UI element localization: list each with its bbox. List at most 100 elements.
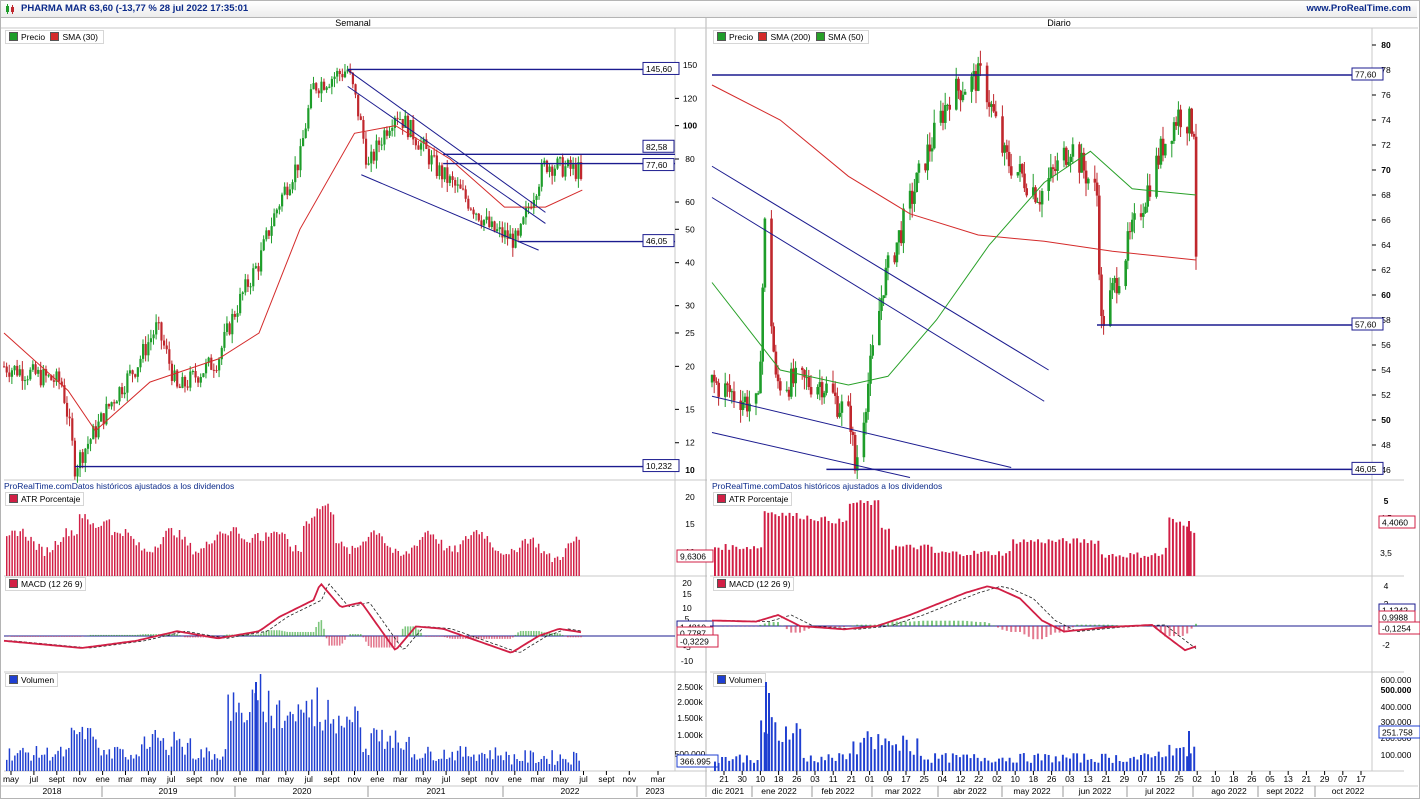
volume-bar	[11, 760, 13, 771]
daily-candle	[1032, 187, 1035, 196]
weekly-volume-legend[interactable]: Volumen	[5, 673, 59, 687]
weekly-candle	[396, 117, 399, 120]
atr-bar	[1193, 532, 1196, 576]
macd-hist-bar	[294, 631, 296, 636]
atr-bar	[351, 545, 354, 576]
weekly-candle	[39, 369, 42, 386]
macd-hist-bar	[1063, 626, 1065, 633]
atr-bar	[1086, 543, 1089, 576]
y-tick-label: 56	[1381, 340, 1391, 350]
macd-hist-bar	[307, 631, 310, 636]
volume-bar	[443, 749, 445, 771]
atr-bar	[524, 538, 526, 576]
atr-bar	[238, 533, 240, 576]
atr-bar	[213, 540, 216, 576]
atr-bar	[57, 544, 59, 576]
x-month-label: ene 2022	[761, 786, 797, 796]
weekly-candle	[202, 373, 205, 377]
daily-price-legend[interactable]: Precio SMA (200) SMA (50)	[713, 30, 870, 44]
volume-bar	[386, 741, 389, 771]
macd-hist-bar	[512, 636, 514, 638]
daily-candle	[713, 374, 716, 382]
macd-hist-bar	[32, 636, 34, 637]
y-tick-label: 20	[685, 361, 695, 371]
weekly-candle	[144, 344, 147, 356]
volume-bar	[519, 761, 521, 771]
volume-bar	[795, 723, 798, 771]
atr-bar	[1157, 555, 1160, 576]
atr-bar	[386, 545, 389, 576]
volume-bar	[998, 758, 1000, 771]
weekly-candle	[44, 369, 48, 376]
weekly-candle	[427, 148, 431, 165]
macd-hist-bar	[254, 634, 257, 636]
weekly-atr-legend[interactable]: ATR Porcentaje	[5, 492, 85, 506]
weekly-candle	[433, 155, 436, 157]
volume-bar	[467, 756, 470, 771]
atr-bar	[68, 536, 70, 576]
weekly-candle	[509, 233, 512, 239]
atr-bar	[1154, 553, 1157, 576]
weekly-candle	[181, 376, 184, 388]
site-link[interactable]: www.ProRealTime.com	[1306, 3, 1411, 14]
volume-bar	[416, 759, 418, 771]
volume-bar	[1154, 756, 1157, 771]
daily-candle	[871, 345, 874, 356]
volume-bar	[827, 754, 830, 771]
atr-bar	[419, 539, 421, 576]
volume-bar	[8, 748, 11, 771]
macd-hist-bar	[354, 634, 357, 636]
weekly-candle	[244, 279, 247, 293]
macd-hist-bar	[273, 630, 275, 636]
atr-bar	[731, 545, 734, 576]
atr-bar	[378, 533, 381, 576]
daily-level-label: 57,60	[1355, 320, 1377, 330]
daily-atr-legend[interactable]: ATR Porcentaje	[713, 492, 793, 506]
weekly-candle	[333, 76, 336, 79]
daily-candle	[972, 71, 976, 77]
daily-volume-legend[interactable]: Volumen	[713, 673, 767, 687]
macd-hist-bar	[286, 631, 289, 636]
atr-bar	[308, 523, 310, 576]
weekly-candle	[128, 370, 132, 374]
atr-bar	[114, 531, 116, 576]
daily-candle	[893, 255, 896, 263]
volume-bar	[1164, 756, 1167, 771]
weekly-candle	[273, 213, 276, 227]
macd-label: MACD (12 26 9)	[729, 579, 791, 589]
atr-bar	[951, 551, 954, 576]
atr-bar	[728, 549, 731, 576]
atr-bar	[841, 521, 844, 576]
x-tick-label: jul	[29, 774, 39, 784]
weekly-candle	[3, 366, 6, 368]
weekly-candle	[530, 207, 533, 209]
atr-tick-label: 15	[685, 519, 695, 529]
weekly-candle	[514, 230, 517, 248]
volume-bar	[103, 750, 105, 771]
daily-candle	[862, 422, 866, 458]
daily-candle	[1139, 213, 1143, 217]
weekly-candle	[325, 87, 328, 90]
macd-hist-bar	[501, 636, 504, 639]
macd-hist-bar	[386, 636, 388, 648]
weekly-candle	[315, 83, 318, 91]
volume-bar	[848, 753, 851, 771]
macd-hist-bar	[338, 636, 341, 646]
volume-bar	[559, 754, 561, 771]
weekly-macd-legend[interactable]: MACD (12 26 9)	[5, 577, 87, 591]
volume-tick-label: 2.000k	[677, 697, 703, 707]
x-month-label: may 2022	[1013, 786, 1051, 796]
volume-bar	[232, 692, 235, 771]
macd-hist-bar	[29, 636, 32, 637]
volume-bar	[556, 761, 559, 771]
macd-hist-bar	[843, 626, 845, 627]
macd-hist-bar	[176, 634, 178, 636]
weekly-price-legend[interactable]: Precio SMA (30)	[5, 30, 104, 44]
macd-hist-bar	[131, 634, 134, 636]
daily-macd-legend[interactable]: MACD (12 26 9)	[713, 577, 795, 591]
weekly-candle	[215, 370, 218, 372]
atr-bar	[567, 543, 570, 576]
daily-candle	[763, 218, 767, 288]
daily-candle	[1095, 182, 1099, 196]
top-bar: PHARMA MAR 63,60 (-13,77 % 28 jul 2022 1…	[1, 1, 1417, 18]
